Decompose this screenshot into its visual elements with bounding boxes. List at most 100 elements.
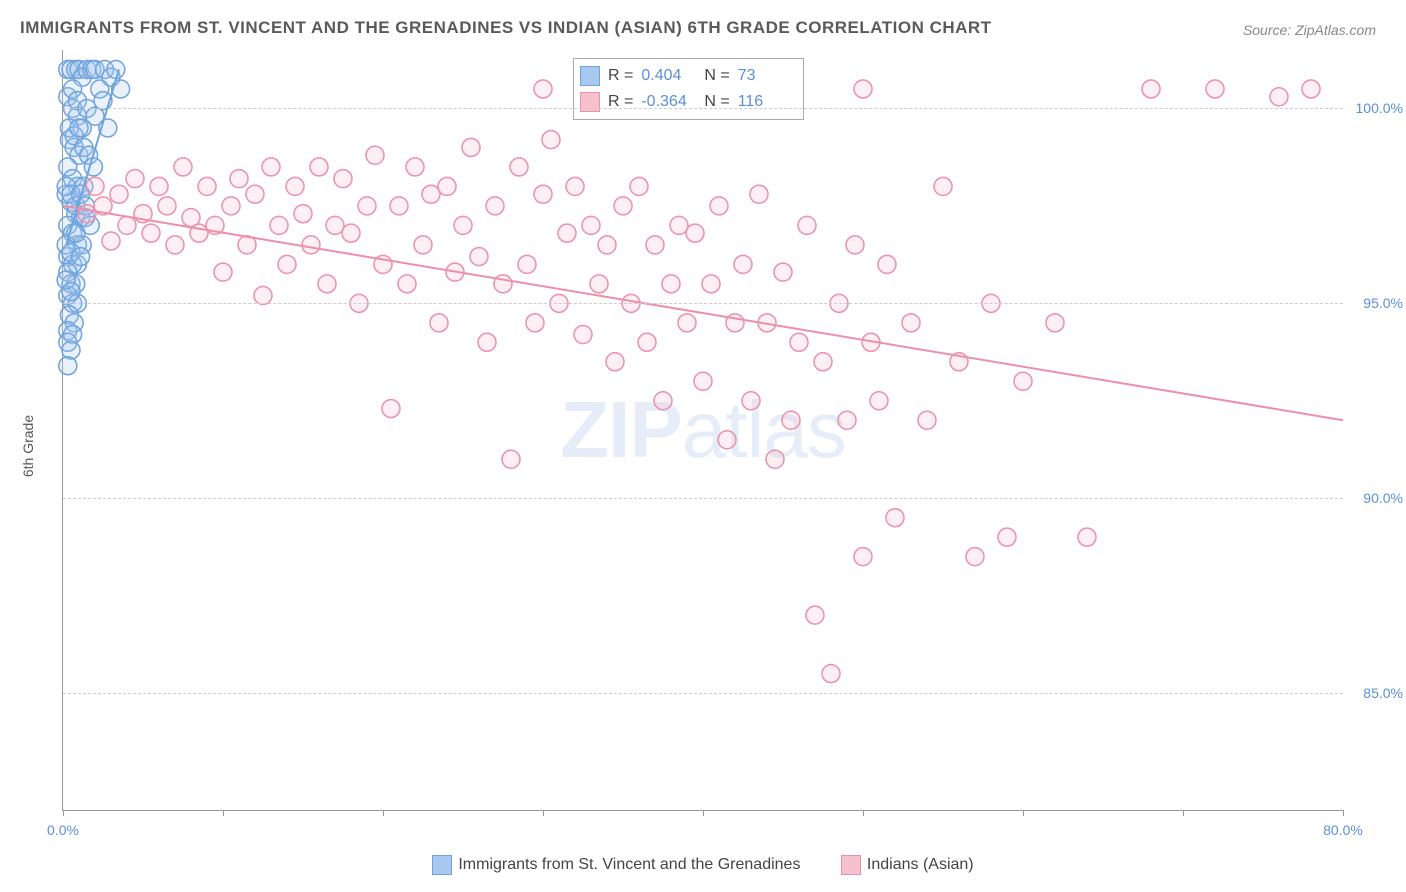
data-point [710, 197, 728, 215]
x-tick [1023, 810, 1024, 816]
data-point [158, 197, 176, 215]
x-tick-label: 80.0% [1323, 822, 1363, 838]
data-point [1014, 372, 1032, 390]
data-point [72, 248, 90, 266]
data-point [406, 158, 424, 176]
data-point [798, 216, 816, 234]
x-tick [63, 810, 64, 816]
data-point [454, 216, 472, 234]
data-point [902, 314, 920, 332]
data-point [107, 60, 125, 78]
data-point [254, 287, 272, 305]
data-point [102, 232, 120, 250]
data-point [1142, 80, 1160, 98]
data-point [870, 392, 888, 410]
data-point [718, 431, 736, 449]
data-point [838, 411, 856, 429]
legend-item: Indians (Asian) [841, 855, 974, 875]
data-point [342, 224, 360, 242]
data-point [558, 224, 576, 242]
swatch-icon [841, 855, 861, 875]
data-point [934, 177, 952, 195]
data-point [150, 177, 168, 195]
data-point [470, 248, 488, 266]
data-point [574, 326, 592, 344]
data-point [62, 341, 80, 359]
data-point [318, 275, 336, 293]
data-point [422, 185, 440, 203]
data-point [878, 255, 896, 273]
data-point [438, 177, 456, 195]
data-point [110, 185, 128, 203]
legend-item: Immigrants from St. Vincent and the Gren… [432, 855, 800, 875]
data-point [614, 197, 632, 215]
data-point [678, 314, 696, 332]
data-point [398, 275, 416, 293]
y-tick-label: 85.0% [1348, 685, 1403, 701]
data-point [526, 314, 544, 332]
data-point [998, 528, 1016, 546]
y-tick-label: 95.0% [1348, 295, 1403, 311]
gridline [63, 693, 1343, 694]
data-point [734, 255, 752, 273]
gridline [63, 303, 1343, 304]
data-point [686, 224, 704, 242]
gridline [63, 498, 1343, 499]
data-point [534, 185, 552, 203]
data-point [806, 606, 824, 624]
y-tick-label: 90.0% [1348, 490, 1403, 506]
data-point [886, 509, 904, 527]
data-point [366, 146, 384, 164]
data-point [694, 372, 712, 390]
data-point [566, 177, 584, 195]
data-point [502, 450, 520, 468]
data-point [750, 185, 768, 203]
data-point [382, 400, 400, 418]
data-point [302, 236, 320, 254]
data-point [518, 255, 536, 273]
data-point [774, 263, 792, 281]
data-point [1302, 80, 1320, 98]
data-point [486, 197, 504, 215]
data-point [278, 255, 296, 273]
data-point [430, 314, 448, 332]
gridline [63, 108, 1343, 109]
data-point [542, 131, 560, 149]
x-tick [863, 810, 864, 816]
data-point [198, 177, 216, 195]
data-point [646, 236, 664, 254]
data-point [230, 170, 248, 188]
data-point [1270, 88, 1288, 106]
x-tick-label: 0.0% [47, 822, 79, 838]
source-attribution: Source: ZipAtlas.com [1243, 22, 1376, 38]
data-point [358, 197, 376, 215]
data-point [598, 236, 616, 254]
x-tick [223, 810, 224, 816]
data-point [246, 185, 264, 203]
data-point [174, 158, 192, 176]
data-point [966, 548, 984, 566]
legend-label: Immigrants from St. Vincent and the Gren… [458, 856, 800, 874]
data-point [478, 333, 496, 351]
data-point [790, 333, 808, 351]
x-tick [383, 810, 384, 816]
data-point [462, 138, 480, 156]
data-point [214, 263, 232, 281]
swatch-icon [432, 855, 452, 875]
data-point [662, 275, 680, 293]
data-point [638, 333, 656, 351]
data-point [534, 80, 552, 98]
data-point [390, 197, 408, 215]
data-point [166, 236, 184, 254]
data-point [286, 177, 304, 195]
data-point [582, 216, 600, 234]
data-point [262, 158, 280, 176]
legend-label: Indians (Asian) [867, 856, 974, 874]
data-point [326, 216, 344, 234]
chart-title: IMMIGRANTS FROM ST. VINCENT AND THE GREN… [20, 18, 992, 38]
data-point [1046, 314, 1064, 332]
data-point [70, 119, 88, 137]
data-point [742, 392, 760, 410]
plot-area: ZIPatlas R = 0.404 N = 73 R = -0.364 N =… [62, 50, 1343, 811]
data-point [670, 216, 688, 234]
